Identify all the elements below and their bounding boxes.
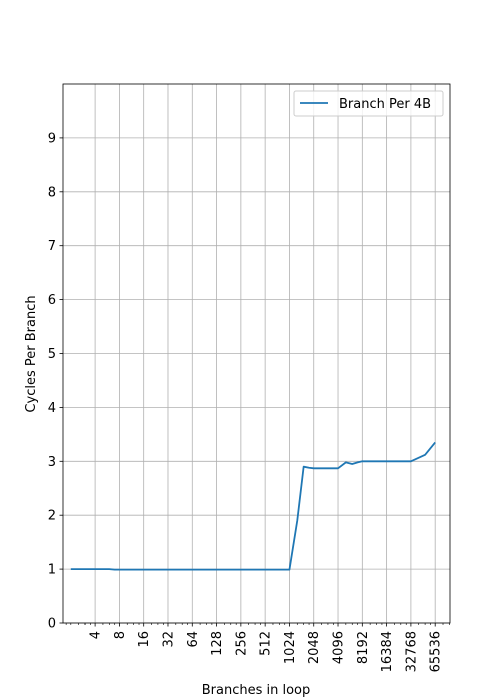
x-tick-label: 16	[137, 631, 152, 648]
y-axis-title: Cycles Per Branch	[24, 295, 39, 412]
grid	[63, 84, 450, 624]
y-tick-label: 5	[48, 347, 56, 362]
y-tick-label: 3	[48, 455, 56, 470]
x-tick-label: 8	[113, 631, 128, 639]
x-axis-title: Branches in loop	[202, 683, 311, 698]
y-tick-label: 8	[48, 185, 56, 200]
x-tick-label: 8192	[356, 631, 371, 664]
x-tick-label: 256	[234, 631, 249, 656]
x-tick-label: 128	[210, 631, 225, 656]
legend: Branch Per 4B	[293, 90, 444, 117]
x-tick-label: 4096	[332, 631, 347, 664]
y-tick-label: 7	[48, 239, 56, 254]
x-tick-label: 64	[186, 631, 201, 648]
x-tick-label: 32	[161, 631, 176, 648]
x-tick-label: 16384	[380, 631, 395, 672]
x-tick-label: 65536	[429, 631, 444, 672]
y-tick-label: 1	[48, 563, 56, 578]
x-tick-label: 2048	[307, 631, 322, 664]
legend-box	[293, 90, 444, 117]
x-tick-label: 4	[89, 631, 104, 639]
axis-ticks: 0 1 2 3 4 5 6 7 8 9 4 8 16 32 64 128 256 512 1024 2048 4096 8…	[48, 131, 444, 672]
y-tick-label: 9	[48, 131, 56, 146]
x-tick-label: 512	[259, 631, 274, 656]
y-tick-label: 0	[48, 617, 56, 632]
plot-frame	[62, 83, 451, 624]
x-tick-label: 32768	[404, 631, 419, 672]
x-tick-label: 1024	[283, 631, 298, 664]
series-line	[70, 441, 436, 571]
y-tick-label: 2	[48, 509, 56, 524]
y-tick-label: 6	[48, 293, 56, 308]
series-layer	[70, 441, 436, 571]
y-tick-label: 4	[48, 401, 56, 416]
legend-label: Branch Per 4B	[339, 97, 431, 112]
